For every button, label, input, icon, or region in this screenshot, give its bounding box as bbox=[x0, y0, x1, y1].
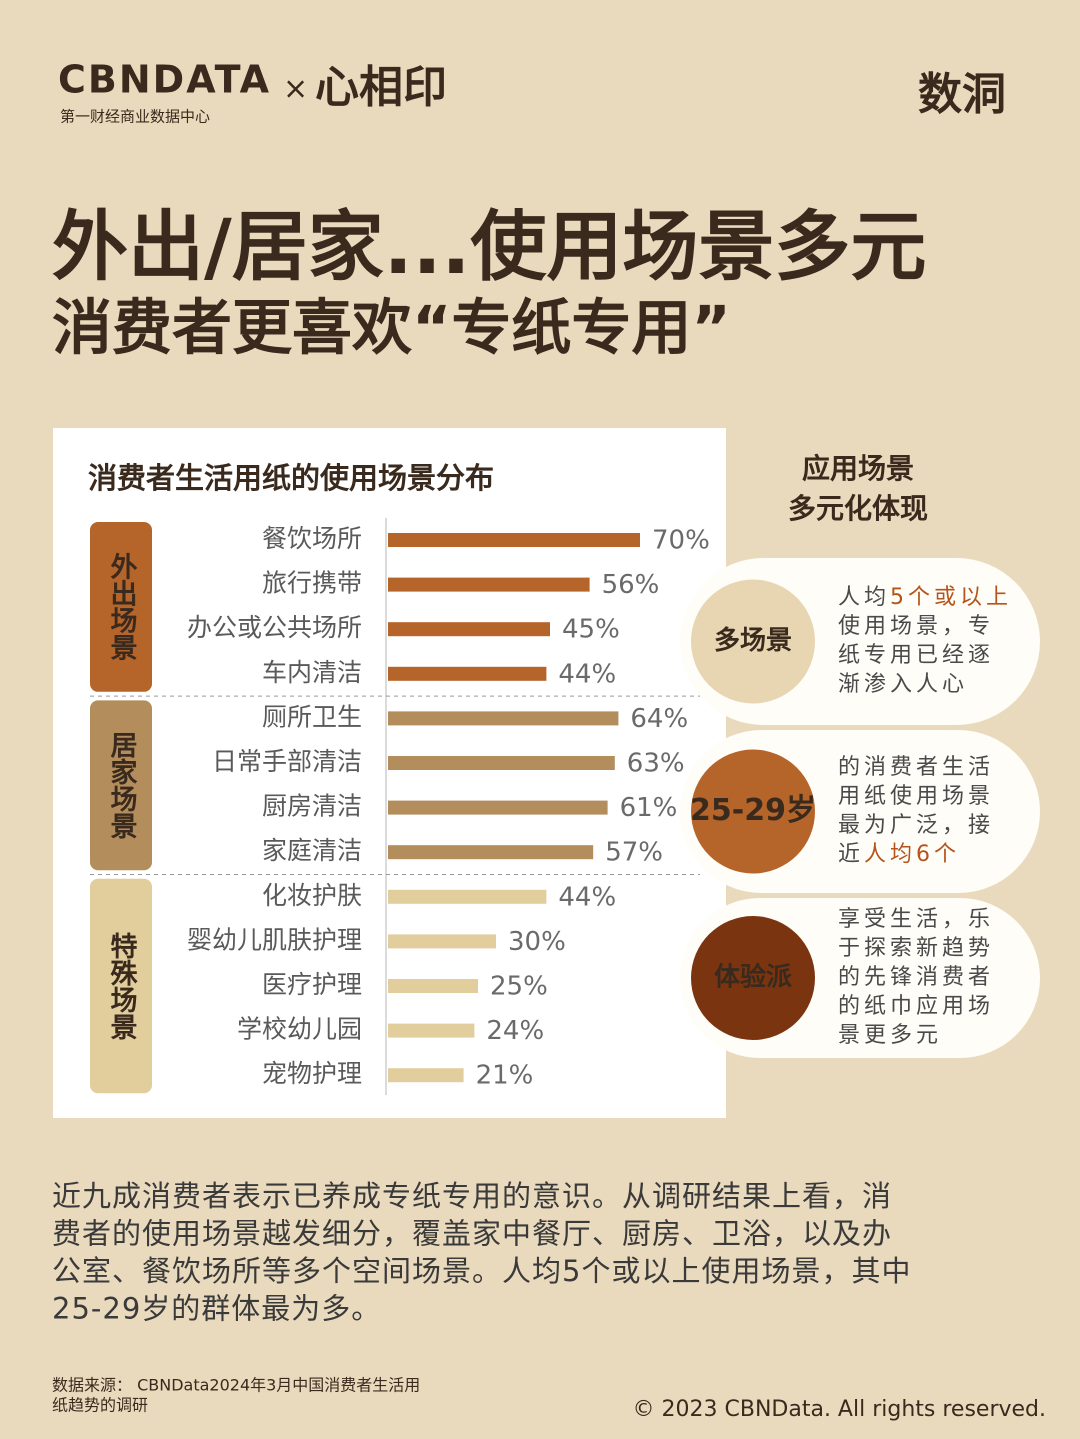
card-text-part: 人均6个 bbox=[864, 842, 960, 867]
category-label: 厨房清洁 bbox=[262, 792, 362, 821]
bar bbox=[388, 934, 496, 949]
category-label: 餐饮场所 bbox=[262, 524, 362, 553]
group-label: 特殊场景 bbox=[106, 932, 138, 1041]
value-label: 64% bbox=[630, 704, 688, 734]
card-text: 用纸使用场景 bbox=[838, 784, 994, 809]
card-text: 的消费者生活 bbox=[838, 755, 994, 780]
category-label: 家庭清洁 bbox=[262, 836, 362, 865]
value-label: 45% bbox=[562, 615, 620, 645]
side-heading: 多元化体现 bbox=[788, 492, 928, 525]
group-label: 外出场景 bbox=[106, 553, 138, 662]
card-text: 享受生活，乐 bbox=[838, 907, 994, 932]
bar bbox=[388, 533, 640, 547]
logo: CBNDATA bbox=[58, 58, 271, 102]
group-label: 居家场景 bbox=[106, 731, 138, 840]
card-text: 渐渗入人心 bbox=[838, 672, 968, 697]
value-label: 21% bbox=[476, 1061, 534, 1091]
group-box bbox=[90, 878, 152, 1094]
card-text-part: 5个或以上 bbox=[890, 585, 1012, 610]
card-text: 最为广泛，接 bbox=[838, 813, 994, 838]
category-label: 医疗护理 bbox=[262, 970, 362, 999]
card-text-part: 享受生活，乐 bbox=[838, 907, 994, 932]
card-text: 使用场景，专 bbox=[838, 614, 994, 639]
bar bbox=[388, 756, 615, 770]
badge bbox=[691, 579, 815, 704]
card-text: 纸专用已经逐 bbox=[838, 643, 994, 668]
card-text-part: 的纸巾应用场 bbox=[838, 994, 994, 1019]
source: 纸趋势的调研 bbox=[52, 1396, 148, 1415]
source: 数据来源： CBNData2024年3月中国消费者生活用 bbox=[52, 1376, 420, 1395]
category-label: 宠物护理 bbox=[262, 1059, 362, 1088]
value-label: 61% bbox=[620, 793, 678, 823]
value-label: 44% bbox=[558, 659, 616, 689]
value-label: 44% bbox=[558, 882, 616, 912]
category-label: 车内清洁 bbox=[262, 658, 362, 687]
side-heading: 应用场景 bbox=[802, 452, 914, 485]
badge bbox=[691, 916, 815, 1040]
card-text-part: 人均 bbox=[838, 585, 890, 610]
badge-label: 25-29岁 bbox=[690, 793, 816, 828]
group-box bbox=[90, 522, 152, 692]
card-text-part: 景更多元 bbox=[838, 1023, 942, 1048]
chart-title: 消费者生活用纸的使用场景分布 bbox=[88, 461, 494, 495]
body-text: 25-29岁的群体最为多。 bbox=[52, 1292, 381, 1326]
card-text: 人均5个或以上 bbox=[838, 585, 1012, 610]
value-label: 25% bbox=[490, 972, 548, 1002]
category-label: 化妆护肤 bbox=[262, 881, 362, 910]
partner-logo: 心相印 bbox=[315, 62, 447, 113]
bar bbox=[388, 845, 594, 860]
bar bbox=[388, 979, 478, 993]
category-label: 婴幼儿肌肤护理 bbox=[187, 925, 362, 954]
category-label: 日常手部清洁 bbox=[212, 747, 362, 776]
brand: 数洞 bbox=[918, 69, 1006, 120]
card-text: 的纸巾应用场 bbox=[838, 994, 994, 1019]
card-text: 景更多元 bbox=[838, 1023, 942, 1048]
card-text-part: 于探索新趋势 bbox=[838, 936, 994, 961]
bar bbox=[388, 800, 608, 815]
value-label: 30% bbox=[508, 927, 566, 957]
copyright: © 2023 CBNData. All rights reserved. bbox=[633, 1397, 1046, 1422]
card-text: 的先锋消费者 bbox=[838, 965, 994, 990]
bar bbox=[388, 889, 547, 904]
card-text: 于探索新趋势 bbox=[838, 936, 994, 961]
category-label: 办公或公共场所 bbox=[187, 613, 362, 642]
card-text-part: 使用场景，专 bbox=[838, 614, 994, 639]
card-text-part: 纸专用已经逐 bbox=[838, 643, 994, 668]
value-label: 56% bbox=[602, 570, 660, 600]
value-label: 63% bbox=[627, 749, 685, 779]
card-text-part: 用纸使用场景 bbox=[838, 784, 994, 809]
logo-sub: 第一财经商业数据中心 bbox=[60, 108, 210, 126]
bar bbox=[388, 622, 550, 637]
category-label: 旅行携带 bbox=[262, 569, 362, 598]
body-text: 公室、餐饮场所等多个空间场景。人均5个或以上使用场景，其中 bbox=[52, 1254, 911, 1288]
card-text-part: 的消费者生活 bbox=[838, 755, 994, 780]
badge-label: 多场景 bbox=[714, 626, 792, 656]
bar bbox=[388, 1023, 475, 1038]
subtitle: 消费者更喜欢“专纸专用” bbox=[52, 294, 731, 364]
bar bbox=[388, 711, 619, 726]
bar bbox=[388, 1068, 464, 1083]
title: 外出/居家...使用场景多元 bbox=[52, 202, 926, 291]
body-text: 近九成消费者表示已养成专纸专用的意识。从调研结果上看，消 bbox=[52, 1179, 892, 1213]
group-box bbox=[90, 700, 152, 871]
chart-card bbox=[53, 428, 726, 1118]
category-label: 厕所卫生 bbox=[262, 702, 362, 731]
card-text-part: 渐渗入人心 bbox=[838, 672, 968, 697]
badge bbox=[691, 749, 815, 874]
card-text-part: 最为广泛，接 bbox=[838, 813, 994, 838]
body-text: 费者的使用场景越发细分，覆盖家中餐厅、厨房、卫浴，以及办 bbox=[52, 1217, 892, 1251]
value-label: 57% bbox=[605, 838, 663, 868]
card-text: 近人均6个 bbox=[838, 842, 960, 867]
badge-label: 体验派 bbox=[714, 962, 792, 993]
value-label: 24% bbox=[486, 1016, 544, 1046]
bar bbox=[388, 577, 590, 592]
card-text-part: 近 bbox=[838, 842, 864, 867]
times: × bbox=[283, 72, 308, 107]
value-label: 70% bbox=[652, 526, 710, 556]
bar bbox=[388, 666, 547, 681]
category-label: 学校幼儿园 bbox=[237, 1015, 362, 1044]
card-text-part: 的先锋消费者 bbox=[838, 965, 994, 990]
